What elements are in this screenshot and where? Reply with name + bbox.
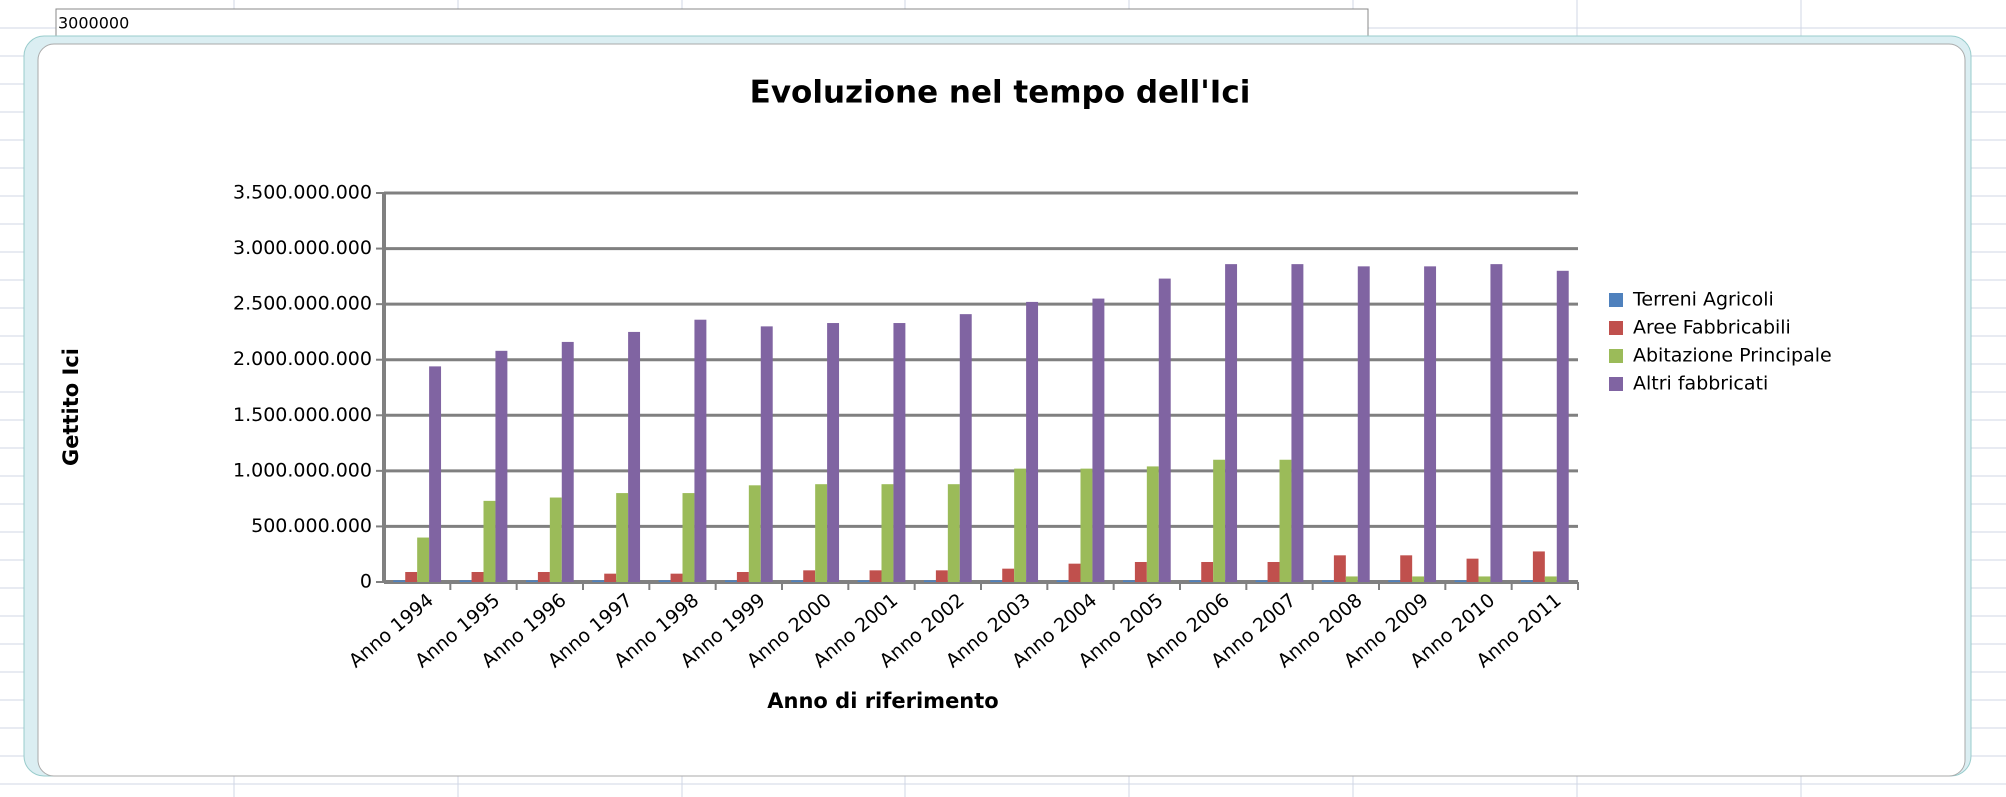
bar [815, 484, 828, 582]
bar [549, 497, 562, 582]
bar [1201, 561, 1214, 582]
bar [471, 571, 484, 582]
bar [682, 493, 695, 582]
legend-swatch [1609, 377, 1623, 391]
bar [947, 484, 960, 582]
bar [658, 580, 671, 582]
bar [990, 580, 1003, 582]
bar [495, 350, 508, 582]
bar [1291, 264, 1304, 582]
y-tick-label: 2.000.000.000 [233, 348, 372, 370]
bar [1520, 580, 1533, 582]
bar [1014, 468, 1027, 582]
y-tick-label: 0 [360, 571, 372, 593]
bar [537, 571, 550, 582]
bar [525, 580, 538, 582]
bar [1056, 580, 1069, 582]
bar [1544, 576, 1557, 582]
bar [869, 570, 882, 582]
bar [1333, 555, 1346, 582]
bar [791, 580, 804, 582]
bar [405, 571, 418, 582]
bar [959, 314, 972, 582]
bar [1002, 568, 1015, 582]
bar [923, 580, 936, 582]
bar [1357, 266, 1370, 582]
bar [736, 571, 749, 582]
bar [724, 580, 737, 582]
legend-swatch [1609, 349, 1623, 363]
bar [628, 331, 641, 582]
bar [1026, 301, 1039, 582]
legend-label: Abitazione Principale [1633, 345, 1832, 367]
bar [748, 485, 761, 582]
bar [1279, 459, 1292, 582]
legend-label: Aree Fabbricabili [1633, 317, 1791, 339]
bar [1412, 576, 1425, 582]
cell-text: 3000000 [58, 14, 129, 33]
bar [1189, 580, 1202, 582]
bar [1454, 580, 1467, 582]
bar [1146, 466, 1159, 582]
bar [429, 366, 442, 582]
bar [1225, 264, 1238, 582]
chart-title: Evoluzione nel tempo dell'Ici [750, 75, 1251, 111]
bar [1321, 580, 1334, 582]
bar [459, 580, 472, 582]
legend-swatch [1609, 293, 1623, 307]
bar [1490, 264, 1503, 582]
bar [694, 319, 707, 582]
chart-area [37, 43, 1966, 777]
bar [760, 326, 773, 582]
y-tick-label: 2.500.000.000 [233, 293, 372, 315]
legend-label: Altri fabbricati [1633, 373, 1768, 395]
bar [935, 570, 948, 582]
bar [1158, 278, 1171, 582]
bar [1134, 561, 1147, 582]
bar [893, 323, 906, 582]
bar [561, 341, 574, 582]
bar [417, 537, 430, 582]
bar [483, 500, 496, 582]
bar [1080, 468, 1093, 582]
bar [803, 570, 816, 582]
bar [1267, 561, 1280, 582]
bar [1388, 580, 1401, 582]
bar [1345, 576, 1358, 582]
y-tick-label: 1.500.000.000 [233, 404, 372, 426]
bar [616, 493, 629, 582]
bar [857, 580, 870, 582]
bar [670, 573, 683, 582]
y-axis-label: Gettito Ici [59, 348, 83, 466]
legend-swatch [1609, 321, 1623, 335]
bar [1424, 266, 1437, 582]
legend-label: Terreni Agricoli [1632, 289, 1774, 311]
bar [393, 580, 406, 582]
bar [1466, 558, 1479, 582]
bar [1478, 576, 1491, 582]
bar [1532, 551, 1545, 582]
y-tick-label: 1.000.000.000 [233, 459, 372, 481]
bar [827, 323, 840, 582]
bar [1400, 555, 1413, 582]
bar [592, 580, 605, 582]
bar [604, 573, 617, 582]
bar [881, 484, 894, 582]
bar [1122, 580, 1135, 582]
bar [1556, 270, 1569, 582]
y-tick-label: 500.000.000 [251, 515, 372, 537]
bar [1213, 459, 1226, 582]
bar [1068, 563, 1081, 582]
y-tick-label: 3.500.000.000 [233, 182, 372, 204]
x-axis-label: Anno di riferimento [767, 689, 998, 713]
y-tick-label: 3.000.000.000 [233, 237, 372, 259]
bar [1092, 298, 1105, 582]
bar [1255, 580, 1268, 582]
